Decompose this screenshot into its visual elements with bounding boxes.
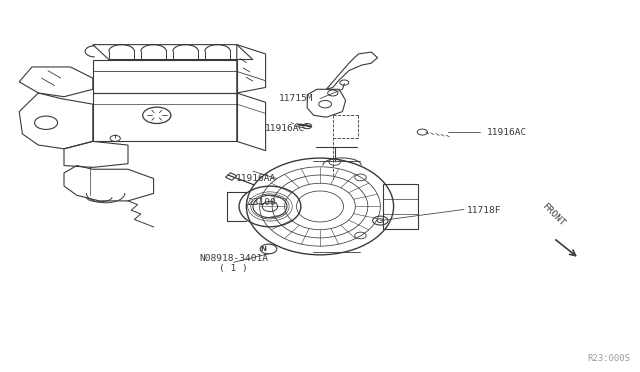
Text: 11916AA: 11916AA bbox=[236, 174, 276, 183]
Text: 23100: 23100 bbox=[248, 198, 276, 207]
Text: 11715M: 11715M bbox=[279, 94, 314, 103]
Text: ( 1 ): ( 1 ) bbox=[220, 264, 248, 273]
Text: N08918-3401A: N08918-3401A bbox=[199, 254, 268, 263]
Text: R23:000S: R23:000S bbox=[588, 354, 630, 363]
Text: 11916AC: 11916AC bbox=[486, 128, 527, 137]
Text: 11916AC: 11916AC bbox=[265, 124, 305, 133]
Text: FRONT: FRONT bbox=[541, 202, 568, 229]
Text: 11718F: 11718F bbox=[467, 206, 502, 215]
Text: N: N bbox=[260, 246, 266, 252]
